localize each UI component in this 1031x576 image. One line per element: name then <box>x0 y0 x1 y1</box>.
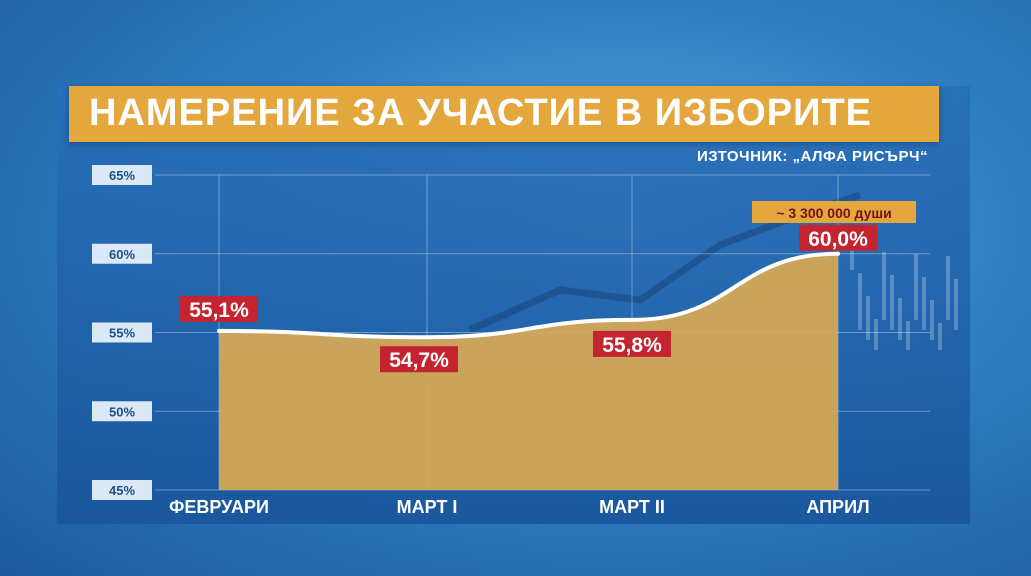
background-candle <box>922 277 926 330</box>
y-tick-box <box>92 165 152 185</box>
y-axis: 65% 60% 55% 50% 45% <box>92 165 152 500</box>
source-label: ИЗТОЧНИК: „АЛФА РИСЪРЧ“ <box>696 148 928 165</box>
data-label-box <box>380 346 458 373</box>
data-label-box <box>799 224 877 251</box>
area-fill <box>219 253 838 490</box>
data-labels: 55,1% 54,7% 55,8% 60,0% ~ 3 300 000 души <box>180 201 916 373</box>
background-candle <box>954 279 958 330</box>
background-candle <box>946 256 950 320</box>
y-tick-box <box>92 243 152 264</box>
data-label-box <box>593 330 671 357</box>
title-bar: НАМЕРЕНИЕ ЗА УЧАСТИЕ В ИЗБОРИТЕ <box>69 86 939 142</box>
y-tick-label: 45% <box>109 483 135 498</box>
y-tick-box <box>92 480 152 500</box>
data-label: 55,1% <box>189 299 249 322</box>
background-candle <box>874 319 878 350</box>
y-tick-label: 65% <box>109 168 135 183</box>
background-candle <box>866 296 870 340</box>
background-candle <box>882 252 886 320</box>
x-axis: ФЕВРУАРИ МАРТ I МАРТ II АПРИЛ <box>169 497 870 517</box>
background-candle <box>850 250 854 270</box>
background-candle <box>898 298 902 340</box>
background-candle <box>858 273 862 330</box>
x-tick-label: ФЕВРУАРИ <box>169 497 269 517</box>
x-tick-label: МАРТ II <box>599 497 665 517</box>
y-tick-box <box>92 401 152 422</box>
y-tick-label: 60% <box>109 247 135 262</box>
background-candle <box>890 275 894 330</box>
x-tick-label: АПРИЛ <box>806 497 869 517</box>
annotation-label: ~ 3 300 000 души <box>776 205 891 221</box>
y-tick-label: 55% <box>109 326 135 341</box>
background-candle <box>906 321 910 350</box>
data-label: 55,8% <box>602 334 662 357</box>
series-line <box>217 251 840 340</box>
chart-title: НАМЕРЕНИЕ ЗА УЧАСТИЕ В ИЗБОРИТЕ <box>89 92 873 134</box>
data-label: 54,7% <box>389 349 449 372</box>
x-tick-label: МАРТ I <box>397 497 458 517</box>
y-tick-label: 50% <box>109 404 135 419</box>
background-candle <box>930 300 934 340</box>
annotation-box <box>752 201 916 223</box>
data-label-box <box>180 295 258 322</box>
y-tick-box <box>92 322 152 343</box>
data-label: 60,0% <box>808 228 868 251</box>
area-layer <box>217 251 840 490</box>
background-candle <box>914 254 918 320</box>
background-candle <box>938 323 942 350</box>
